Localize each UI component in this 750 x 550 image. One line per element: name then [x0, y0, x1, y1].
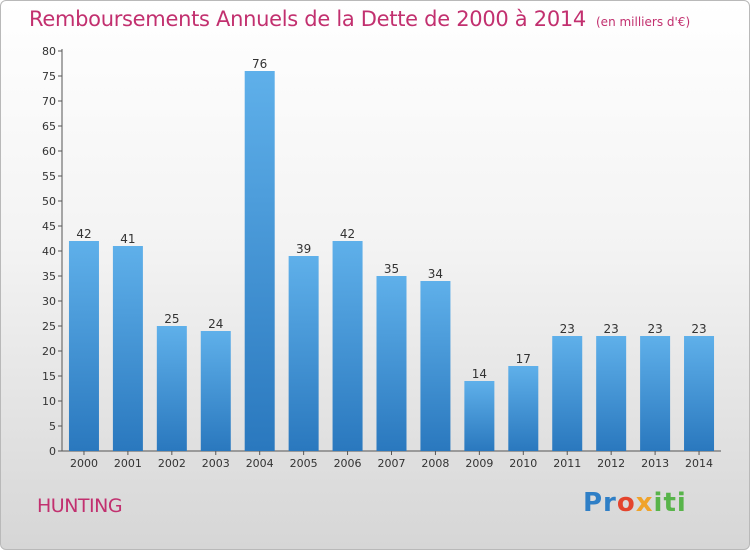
- y-tick-label: 50: [42, 195, 56, 208]
- bar-2014: [684, 336, 715, 451]
- bar-2013: [640, 336, 671, 451]
- bar-2005: [288, 256, 319, 451]
- bar-2006: [332, 241, 363, 451]
- bar-2003: [200, 331, 231, 451]
- commune-name: HUNTING: [37, 495, 123, 517]
- bar-2008: [420, 281, 451, 451]
- x-tick-label-2012: 2012: [597, 457, 625, 470]
- y-tick-label: 0: [49, 445, 56, 458]
- y-tick-label: 65: [42, 120, 56, 133]
- bar-2011: [552, 336, 583, 451]
- y-tick-label: 30: [42, 295, 56, 308]
- y-tick-label: 60: [42, 145, 56, 158]
- x-tick-label-2008: 2008: [421, 457, 449, 470]
- x-tick-label-2006: 2006: [334, 457, 362, 470]
- bar-2001: [112, 246, 143, 451]
- y-tick-label: 20: [42, 345, 56, 358]
- y-tick-label: 5: [49, 420, 56, 433]
- chart-title: Remboursements Annuels de la Dette de 20…: [29, 7, 690, 31]
- data-label-2002: 25: [164, 312, 179, 326]
- data-label-2004: 76: [252, 57, 267, 71]
- y-tick-label: 35: [42, 270, 56, 283]
- bar-2012: [596, 336, 627, 451]
- data-label-2013: 23: [647, 322, 662, 336]
- data-label-2014: 23: [691, 322, 706, 336]
- data-label-2006: 42: [340, 227, 355, 241]
- x-tick-label-2007: 2007: [378, 457, 406, 470]
- x-tick-label-2000: 2000: [70, 457, 98, 470]
- y-tick-label: 10: [42, 395, 56, 408]
- y-tick-label: 70: [42, 95, 56, 108]
- y-tick-label: 80: [42, 45, 56, 58]
- x-tick-label-2002: 2002: [158, 457, 186, 470]
- y-tick-label: 55: [42, 170, 56, 183]
- bar-2000: [68, 241, 99, 451]
- x-tick-label-2013: 2013: [641, 457, 669, 470]
- chart-title-text: Remboursements Annuels de la Dette de 20…: [29, 7, 586, 31]
- proxiti-logo: Proxiti: [583, 488, 687, 518]
- y-tick-label: 45: [42, 220, 56, 233]
- bar-2007: [376, 276, 407, 451]
- data-label-2010: 17: [516, 352, 531, 366]
- data-label-2008: 34: [428, 267, 443, 281]
- x-tick-label-2005: 2005: [290, 457, 318, 470]
- data-label-2000: 42: [76, 227, 91, 241]
- bar-2010: [508, 366, 539, 451]
- chart-unit: (en milliers d'€): [596, 15, 691, 29]
- y-tick-label: 25: [42, 320, 56, 333]
- data-label-2005: 39: [296, 242, 311, 256]
- bar-2002: [156, 326, 187, 451]
- data-label-2009: 14: [472, 367, 487, 381]
- y-tick-label: 40: [42, 245, 56, 258]
- x-tick-label-2010: 2010: [509, 457, 537, 470]
- bar-2009: [464, 381, 495, 451]
- x-tick-label-2004: 2004: [246, 457, 274, 470]
- y-tick-label: 75: [42, 70, 56, 83]
- x-tick-label-2001: 2001: [114, 457, 142, 470]
- bar-2004: [244, 71, 275, 451]
- data-label-2003: 24: [208, 317, 223, 331]
- data-label-2007: 35: [384, 262, 399, 276]
- data-label-2012: 23: [604, 322, 619, 336]
- x-tick-label-2003: 2003: [202, 457, 230, 470]
- y-tick-label: 15: [42, 370, 56, 383]
- data-label-2001: 41: [120, 232, 135, 246]
- x-tick-label-2014: 2014: [685, 457, 713, 470]
- x-tick-label-2009: 2009: [465, 457, 493, 470]
- x-tick-label-2011: 2011: [553, 457, 581, 470]
- data-label-2011: 23: [560, 322, 575, 336]
